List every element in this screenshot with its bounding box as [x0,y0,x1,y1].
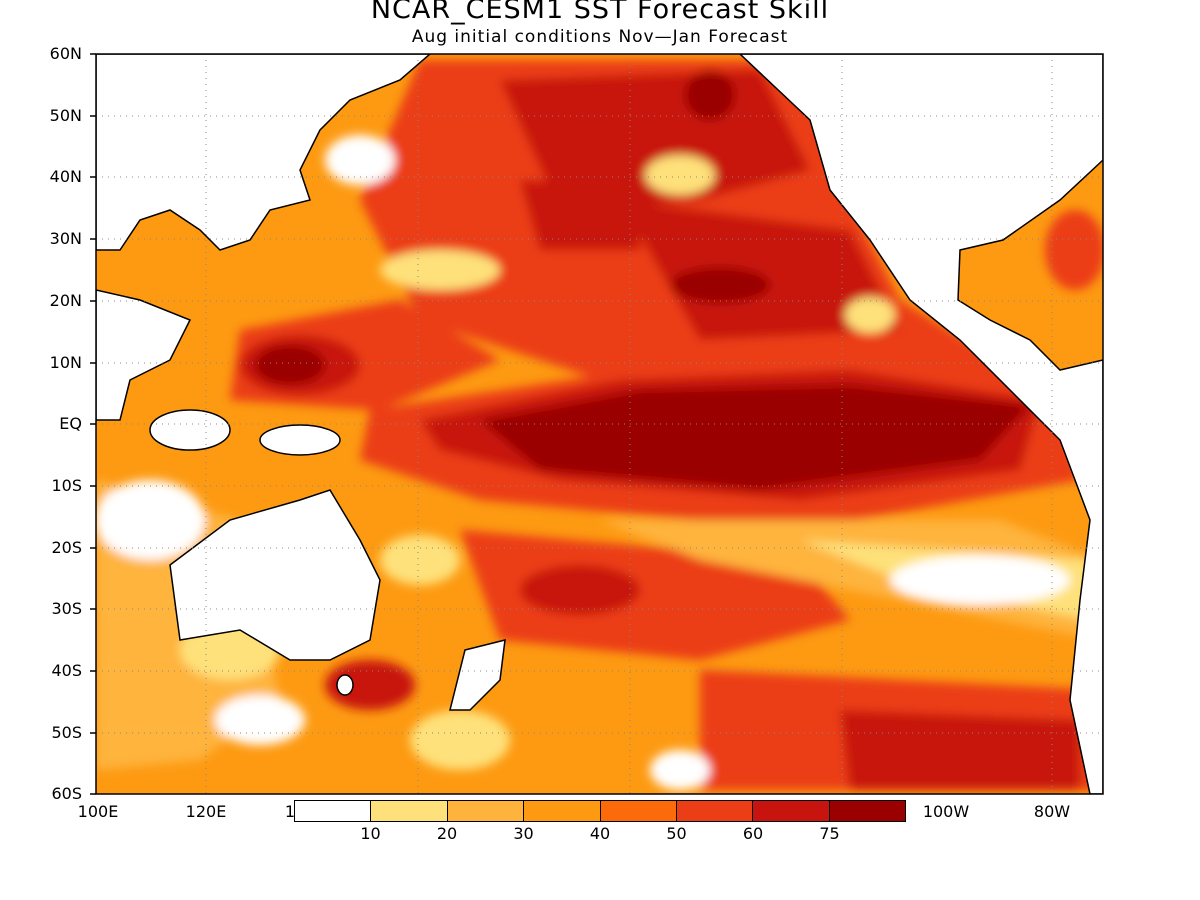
colorbar-segment [600,801,677,821]
colorbar-segment [295,801,372,821]
longitude-label: 100W [922,802,970,821]
colorbar-label: 40 [589,824,611,843]
latitude-label: 10S [51,475,82,495]
colorbar-segment [447,801,525,821]
latitude-label: 20S [51,537,82,557]
latitude-label: 60S [51,784,82,804]
colorbar-segment [676,801,754,821]
sst-skill-field [96,54,1103,794]
longitude-label: 100E [77,802,119,821]
latitude-label: 50S [51,722,82,742]
colorbar [294,800,906,822]
colorbar-segment [753,801,830,821]
latitude-label: 60N [49,44,82,63]
latitude-label: 10N [49,352,82,372]
axis-ticks [90,53,96,795]
latitude-label: 50N [49,105,82,125]
latitude-label: 40N [49,167,82,187]
latitude-label: 20N [49,290,82,310]
colorbar-segment [524,801,601,821]
colorbar-segment [371,801,448,821]
latitude-label: 30S [51,599,82,619]
colorbar-label: 30 [513,824,534,843]
colorbar-label: 10 [360,824,381,843]
latitude-label: EQ [59,414,82,434]
colorbar-label: 50 [666,824,687,843]
colorbar-label: 20 [436,824,458,843]
longitude-label: 120E [185,802,227,821]
colorbar-label: 60 [742,824,764,843]
longitude-label: 1 [284,802,296,821]
colorbar-label: 75 [819,824,840,843]
longitude-label: 80W [1033,802,1071,821]
land [96,54,1103,794]
colorbar-segment [829,801,905,821]
map-subtitle: Aug initial conditions Nov—Jan Forecast [411,27,789,47]
latitude-label: 30N [49,229,82,249]
latitude-label: 40S [51,661,82,680]
map-title: NCAR_CESM1 SST Forecast Skill [370,0,830,25]
